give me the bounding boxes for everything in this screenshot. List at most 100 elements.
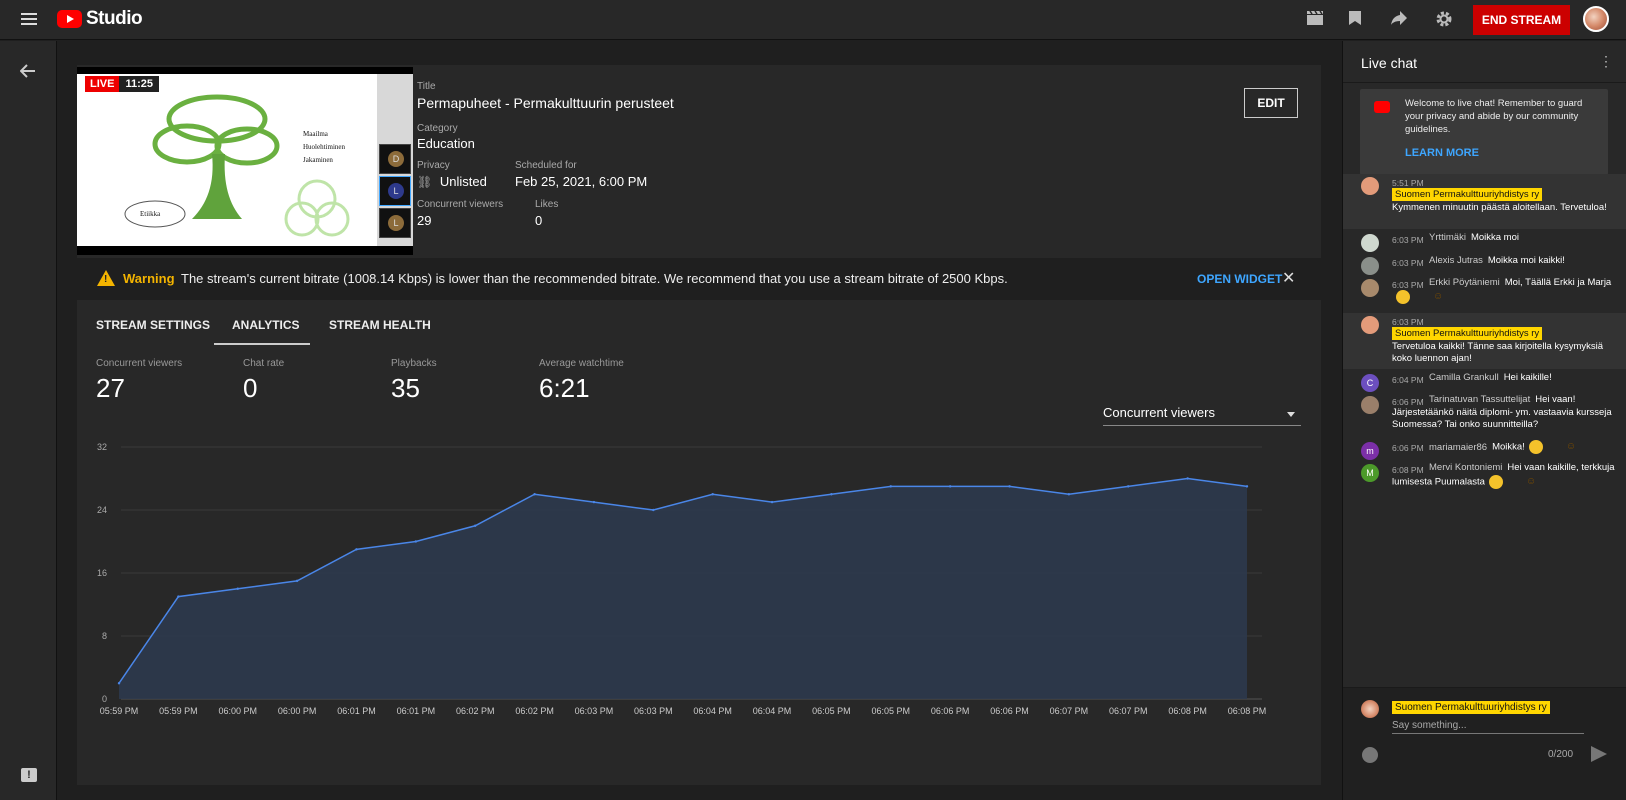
gear-icon[interactable] <box>1434 10 1454 30</box>
learn-more-link[interactable]: LEARN MORE <box>1405 147 1479 159</box>
slide-bullet: Maailma <box>303 130 328 138</box>
message-author[interactable]: Alexis Jutras <box>1429 255 1483 266</box>
x-tick-label: 06:04 PM <box>693 706 732 716</box>
data-point <box>177 595 180 598</box>
chevron-down-icon <box>1287 412 1295 417</box>
message-author[interactable]: Suomen Permakulttuuriyhdistys ry <box>1392 188 1543 201</box>
message-time: 6:03 PM <box>1392 235 1424 245</box>
more-vert-icon[interactable]: ⋮ <box>1599 53 1613 69</box>
chat-message[interactable]: 6:03 PM Suomen Permakulttuuriyhdistys ry T… <box>1343 313 1626 369</box>
message-text: Hei vaan! Järjestetäänkö näitä diplomi- … <box>1392 394 1612 430</box>
message-author[interactable]: Mervi Kontoniemi <box>1429 462 1503 473</box>
message-time: 6:08 PM <box>1392 465 1424 475</box>
data-point <box>1008 485 1011 488</box>
title-label: Title <box>417 81 436 92</box>
stream-preview[interactable]: Maailma Huolehtiminen Jakaminen Etiikka … <box>77 67 413 255</box>
message-author[interactable]: Erkki Pöytäniemi <box>1429 277 1500 288</box>
data-point <box>830 493 833 496</box>
message-text: Moikka moi <box>1470 232 1519 243</box>
message-author[interactable]: mariamaier86 <box>1429 441 1488 453</box>
message-time: 6:03 PM <box>1392 317 1424 327</box>
slide-bullet: Jakaminen <box>303 156 333 164</box>
slide-ellipse-label: Etiikka <box>140 210 161 218</box>
likes-value: 0 <box>535 213 543 228</box>
data-point <box>770 500 774 504</box>
message-author[interactable]: Suomen Permakulttuuriyhdistys ry <box>1392 327 1543 340</box>
message-author[interactable]: Yrttimäki <box>1429 232 1466 243</box>
edit-button[interactable]: EDIT <box>1244 88 1298 118</box>
chat-header: Live chat ⋮ <box>1343 41 1626 83</box>
chat-message[interactable]: C 6:04 PM Camilla Grankull Hei kaikille! <box>1343 371 1626 392</box>
data-point <box>1127 485 1130 488</box>
close-icon[interactable]: ✕ <box>1282 270 1296 287</box>
x-tick-label: 06:08 PM <box>1228 706 1267 716</box>
share-icon[interactable] <box>1389 10 1409 30</box>
message-time: 6:03 PM <box>1392 258 1424 268</box>
send-icon[interactable] <box>1591 746 1607 762</box>
chat-message[interactable]: M 6:08 PM Mervi Kontoniemi Hei vaan kaikill… <box>1343 461 1626 495</box>
end-stream-button[interactable]: END STREAM <box>1473 5 1570 35</box>
chat-message[interactable]: 6:03 PM Alexis Jutras Moikka moi kaikki! <box>1343 254 1626 275</box>
live-badge: LIVE 11:25 <box>85 76 159 92</box>
clapperboard-icon[interactable] <box>1305 10 1325 30</box>
message-text: Moi, Täällä Erkki ja Marja <box>1504 277 1612 288</box>
feedback-icon[interactable]: ! <box>21 768 37 782</box>
x-tick-label: 06:00 PM <box>218 706 257 716</box>
bookmark-icon[interactable] <box>1345 10 1365 30</box>
viewers-label: Concurrent viewers <box>417 199 504 210</box>
welcome-text: Welcome to live chat! Remember to guard … <box>1405 98 1583 135</box>
x-tick-label: 06:06 PM <box>931 706 970 716</box>
data-point <box>414 540 418 543</box>
message-text: Hei vaan kaikille, terkkuja lumisesta Pu… <box>1392 462 1615 488</box>
top-bar: Studio END STREAM <box>0 0 1626 40</box>
x-tick-label: 06:05 PM <box>812 706 851 716</box>
stream-title: Permapuheet - Permakulttuurin perusteet <box>417 95 674 111</box>
participant-cam: L <box>379 176 411 206</box>
metric-select[interactable]: Concurrent viewers <box>1103 402 1301 426</box>
chat-input[interactable] <box>1392 718 1584 734</box>
chat-message[interactable]: 5:51 PM Suomen Permakulttuuriyhdistys ry K… <box>1343 174 1626 229</box>
tab-stream-settings[interactable]: STREAM SETTINGS <box>96 318 211 332</box>
message-author[interactable]: Camilla Grankull <box>1429 372 1499 383</box>
area-fill <box>119 478 1247 699</box>
data-point <box>1186 477 1189 480</box>
message-body: Mervi Kontoniemi Hei vaan kaikille, terkk… <box>1392 462 1617 489</box>
left-nav: ! <box>0 41 57 800</box>
viewers-value: 29 <box>417 213 432 228</box>
chat-title: Live chat <box>1361 55 1418 71</box>
analytics-panel: STREAM SETTINGS ANALYTICS STREAM HEALTH … <box>77 300 1321 785</box>
message-author[interactable]: Tarinatuvan Tassuttelijat <box>1429 394 1531 405</box>
data-point <box>1067 493 1071 496</box>
open-widget-link[interactable]: OPEN WIDGET <box>1197 272 1283 286</box>
message-text: Moikka moi kaikki! <box>1487 255 1565 266</box>
chat-welcome-card: Welcome to live chat! Remember to guard … <box>1360 89 1608 175</box>
input-author: Suomen Permakulttuuriyhdistys ry <box>1392 701 1550 714</box>
data-point <box>117 682 121 685</box>
chat-message[interactable]: m 6:06 PM mariamaier86 Moikka! ☺ <box>1343 439 1626 461</box>
scheduled-value: Feb 25, 2021, 6:00 PM <box>515 174 648 189</box>
chat-message[interactable]: 6:03 PM Erkki Pöytäniemi Moi, Täällä Erkki… <box>1343 276 1626 308</box>
back-arrow-icon[interactable] <box>19 63 36 84</box>
emoji-icon[interactable] <box>1362 747 1378 763</box>
tab-stream-health[interactable]: STREAM HEALTH <box>329 318 431 332</box>
tab-analytics[interactable]: ANALYTICS <box>232 318 300 332</box>
account-avatar[interactable] <box>1583 6 1609 32</box>
youtube-studio-logo[interactable]: Studio <box>57 8 143 30</box>
message-body: Camilla Grankull Hei kaikille! <box>1392 372 1617 385</box>
youtube-logo-icon <box>57 10 82 28</box>
chat-message[interactable]: 6:06 PM Tarinatuvan Tassuttelijat Hei vaan… <box>1343 393 1626 438</box>
data-point <box>474 524 477 527</box>
chat-message[interactable]: 6:03 PM Yrttimäki Moikka moi <box>1343 231 1626 252</box>
stat-value: 0 <box>243 373 258 403</box>
y-tick-label: 24 <box>97 505 107 515</box>
stat-value: 35 <box>391 373 420 403</box>
youtube-logo-icon <box>1374 101 1390 113</box>
warning-title: Warning <box>123 271 175 286</box>
message-text: Moikka! <box>1492 441 1525 453</box>
x-tick-label: 06:01 PM <box>397 706 436 716</box>
x-tick-label: 06:02 PM <box>456 706 495 716</box>
smile-emoji-icon: ☺ <box>1396 289 1443 304</box>
menu-icon[interactable] <box>21 13 37 25</box>
data-point <box>355 548 358 551</box>
message-body: Alexis Jutras Moikka moi kaikki! <box>1392 255 1617 268</box>
